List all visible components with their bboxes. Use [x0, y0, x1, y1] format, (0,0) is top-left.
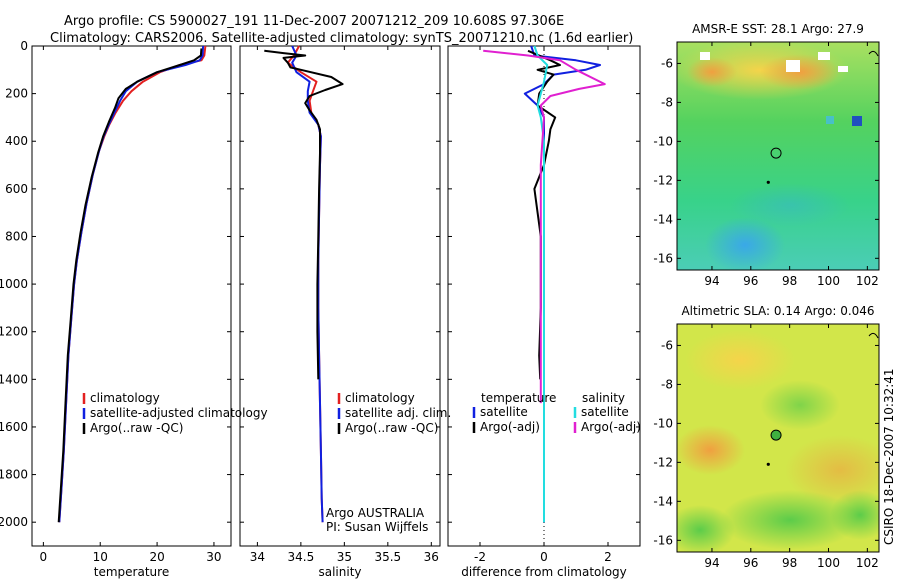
sla-map-xtick-label: 100	[817, 556, 840, 570]
difference-series-temperature-satellite	[523, 45, 601, 523]
salinity-annotation-0: Argo AUSTRALIA	[326, 506, 425, 520]
sla-map-xtick-label: 98	[782, 556, 797, 570]
sst-map-xtick-label: 102	[856, 274, 879, 288]
diff-legend-salinity-title: salinity	[582, 391, 625, 405]
difference-xlabel: difference from climatology	[461, 565, 627, 579]
temperature-xtick-label: 20	[149, 550, 164, 564]
sla-map-ytick-label: -6	[661, 338, 673, 352]
sst-map-ytick-label: -12	[653, 173, 673, 187]
salinity-legend-1-label: satellite adj. clim.	[345, 406, 451, 420]
salinity-xlabel: salinity	[318, 565, 361, 579]
temperature-ytick-label: 400	[5, 134, 28, 148]
map-layer: AMSR-E SST: 28.1 Argo: 27.9 94 96 98 100 102 -…	[653, 22, 880, 570]
sst-map-ytick-label: -8	[661, 95, 673, 109]
sla-map-xtick-label: 96	[743, 556, 758, 570]
header-line-2: Climatology: CARS2006. Satellite-adjuste…	[50, 31, 633, 46]
difference-xtick-label: 2	[604, 550, 612, 564]
sst-map-ytick-label: -14	[653, 212, 673, 226]
sla-map-track-point	[766, 462, 770, 466]
sla-map-field	[677, 324, 879, 552]
series-layer	[57, 45, 606, 523]
temperature-ytick-label: 1800	[0, 468, 28, 482]
temperature-legend-1-label: satellite-adjusted climatology	[90, 406, 268, 420]
temperature-ytick-label: 2000	[0, 515, 28, 529]
temperature-ytick-label: 600	[5, 182, 28, 196]
salinity-frame	[239, 45, 441, 547]
sla-map-xtick-label: 102	[856, 556, 879, 570]
sla-map-ytick-label: -8	[661, 377, 673, 391]
salinity-xtick-label: 36	[424, 550, 439, 564]
salinity-xtick-label: 34.5	[288, 550, 315, 564]
sst-map-xtick-label: 94	[704, 274, 719, 288]
temperature-xtick-label: 10	[93, 550, 108, 564]
temperature-xtick-label: 30	[206, 550, 221, 564]
sst-map-track-point	[766, 180, 770, 184]
difference-xtick-label: -2	[474, 550, 486, 564]
diff-legend-t-argo-label: Argo(-adj)	[480, 420, 540, 434]
diff-legend-temperature-title: temperature	[481, 391, 556, 405]
temperature-ytick-label: 800	[5, 229, 28, 243]
temperature-ytick-label: 0	[20, 39, 28, 53]
sst-map-xtick-label: 98	[782, 274, 797, 288]
footer-stamp: CSIRO 18-Dec-2007 10:32:41	[882, 368, 896, 545]
temperature-ytick-label: 1600	[0, 420, 28, 434]
temperature-ytick-label: 1200	[0, 325, 28, 339]
sst-map-profile-marker	[770, 147, 782, 159]
sla-map-frame	[676, 323, 880, 553]
sst-map-frame	[676, 41, 880, 271]
temperature-series-argo-raw-qc-	[57, 48, 203, 523]
diff-legend-s-sat-label: satellite	[581, 405, 629, 419]
temperature-series-climatology	[58, 45, 207, 523]
sla-map-profile-marker	[770, 429, 782, 441]
salinity-legend-2-label: Argo(..raw -QC)	[345, 421, 438, 435]
sst-map-ytick-label: -10	[653, 134, 673, 148]
sla-map-ytick-label: -10	[653, 416, 673, 430]
sst-map-xtick-label: 96	[743, 274, 758, 288]
temperature-ytick-label: 1400	[0, 372, 28, 386]
header-line-1: Argo profile: CS 5900027_191 11-Dec-2007…	[64, 14, 564, 29]
sst-map-ytick-label: -6	[661, 56, 673, 70]
salinity-annotation-1: PI: Susan Wijffels	[326, 520, 428, 534]
temperature-xtick-label: 0	[40, 550, 48, 564]
salinity-xtick-label: 35.5	[374, 550, 401, 564]
temperature-legend-2-label: Argo(..raw -QC)	[90, 421, 183, 435]
sst-map-ytick-label: -16	[653, 251, 673, 265]
sst-map-field	[677, 42, 879, 270]
diff-legend-s-argo-label: Argo(-adj)	[581, 420, 641, 434]
temperature-ytick-label: 200	[5, 87, 28, 101]
temperature-series-satellite-adjusted-climatology	[58, 45, 205, 523]
temperature-ytick-label: 1000	[0, 277, 28, 291]
temperature-legend-0-label: climatology	[90, 391, 160, 405]
diff-legend-t-sat-label: satellite	[480, 405, 528, 419]
sst-map-xtick-label: 100	[817, 274, 840, 288]
temperature-xlabel: temperature	[94, 565, 169, 579]
sla-map-coastline	[868, 332, 879, 339]
salinity-legend-0-label: climatology	[345, 391, 415, 405]
sla-map-ytick-label: -14	[653, 494, 673, 508]
temperature-frame	[31, 45, 232, 547]
salinity-series-argo-raw-qc-	[264, 49, 344, 380]
salinity-xtick-label: 34	[250, 550, 265, 564]
sla-map-ytick-label: -16	[653, 533, 673, 547]
sst-map-title: AMSR-E SST: 28.1 Argo: 27.9	[692, 22, 864, 36]
sla-map-xtick-label: 94	[704, 556, 719, 570]
salinity-xtick-label: 35	[337, 550, 352, 564]
sst-map-coastline	[868, 50, 879, 57]
difference-xtick-label: 0	[540, 550, 548, 564]
sla-map-title: Altimetric SLA: 0.14 Argo: 0.046	[681, 304, 874, 318]
difference-series-salinity-argo-adj-	[483, 49, 606, 404]
sla-map-ytick-label: -12	[653, 455, 673, 469]
